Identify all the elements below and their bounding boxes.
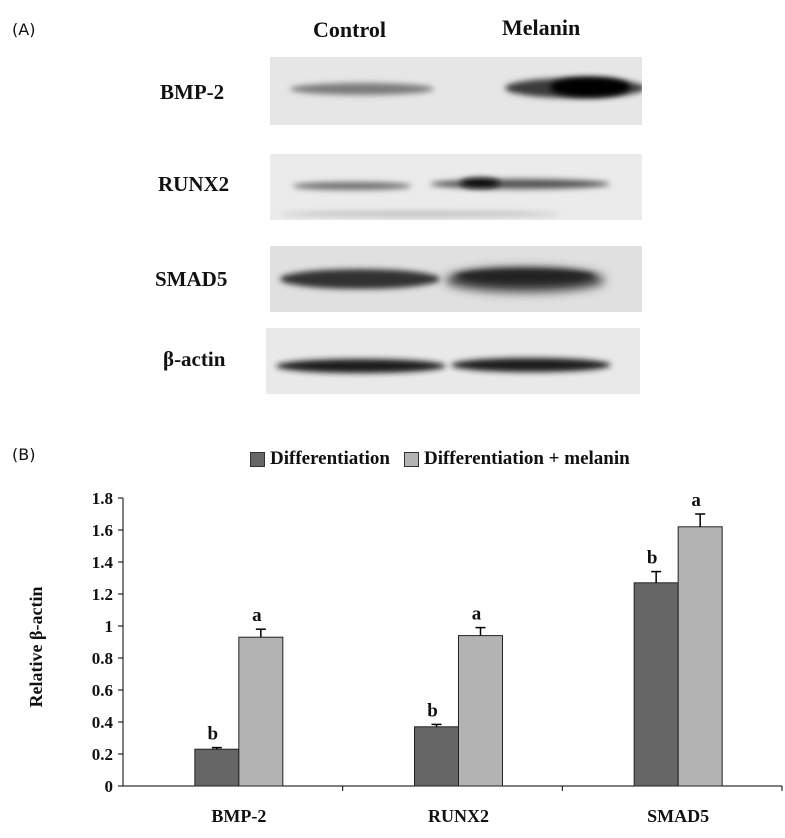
blot-beta-actin: [266, 328, 640, 394]
y-tick-label: 1.4: [92, 553, 114, 572]
bar-runx2-series-1: [458, 635, 503, 787]
legend-swatch-differentiation: [250, 451, 265, 467]
column-header-control: Control: [313, 17, 386, 42]
blot-bmp2: [270, 57, 642, 125]
significance-label: b: [208, 724, 219, 745]
y-tick-label: 0.2: [92, 745, 113, 764]
y-tick-label: 1.6: [92, 521, 113, 540]
y-tick-label: 0.6: [92, 681, 113, 700]
legend-item-differentiation: Differentiation: [250, 448, 390, 470]
blot-smad5: [270, 246, 642, 312]
y-axis-label: Relative β-actin: [26, 587, 46, 708]
x-tick-label: BMP-2: [211, 806, 266, 826]
x-tick-label: RUNX2: [428, 806, 489, 826]
legend-label-differentiation: Differentiation: [270, 448, 390, 469]
y-tick-label: 1.8: [92, 489, 113, 508]
band-label-runx2: RUNX2: [158, 172, 230, 196]
band-label-bmp2: BMP-2: [160, 80, 225, 104]
bar-smad5-series-0: [633, 582, 679, 787]
y-tick-label: 1: [105, 617, 114, 636]
band-label-beta-actin: β-actin: [163, 347, 226, 371]
blot-runx2: [270, 154, 642, 220]
band-label-smad5: SMAD5: [155, 267, 228, 291]
legend-item-melanin: Differentiation + melanin: [403, 448, 630, 470]
legend-label-melanin: Differentiation + melanin: [423, 448, 630, 469]
x-tick-label: SMAD5: [647, 806, 709, 826]
panel-a-label: (A): [12, 20, 36, 39]
significance-label: a: [691, 490, 701, 511]
significance-label: a: [472, 604, 482, 625]
chart-legend: Differentiation Differentiation + melani…: [250, 448, 644, 470]
panel-b-label: (B): [12, 445, 36, 464]
y-tick-label: 0.8: [92, 649, 113, 668]
bar-bmp-2-series-1: [238, 636, 284, 787]
significance-label: a: [252, 605, 262, 626]
legend-swatch-melanin: [403, 451, 419, 467]
significance-label: b: [427, 700, 438, 721]
column-header-melanin: Melanin: [502, 15, 581, 40]
significance-label: b: [647, 548, 658, 569]
y-tick-label: 1.2: [92, 585, 113, 604]
y-tick-label: 0: [105, 777, 114, 796]
y-tick-label: 0.4: [92, 713, 114, 732]
bar-bmp-2-series-0: [194, 748, 240, 787]
bar-runx2-series-0: [414, 726, 459, 787]
bar-smad5-series-1: [677, 526, 723, 787]
